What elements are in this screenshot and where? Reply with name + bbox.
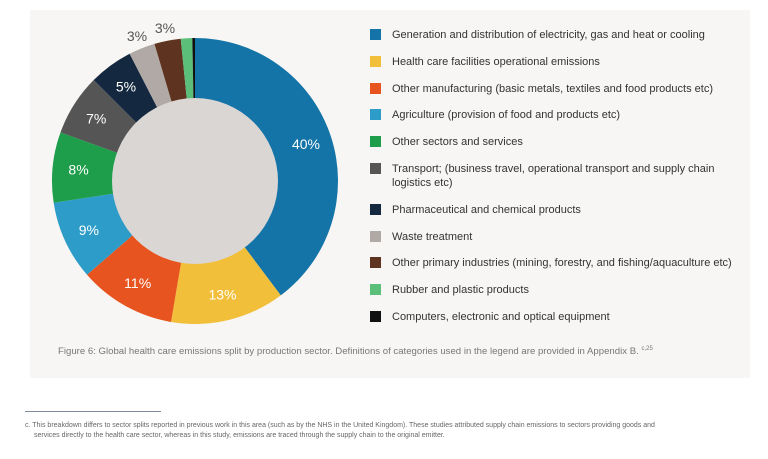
legend-label: Waste treatment [392, 230, 473, 243]
legend-label: Computers, electronic and optical equipm… [392, 310, 610, 323]
caption-ref: c,25 [641, 346, 653, 352]
legend-swatch [370, 230, 381, 242]
data-label-4: 8% [68, 162, 88, 178]
legend-item: Transport; (business travel, operational… [370, 162, 750, 190]
legend-label: Other sectors and services [392, 136, 523, 149]
legend-label: Rubber and plastic products [392, 284, 529, 297]
legend-item: Generation and distribution of electrici… [370, 28, 750, 42]
legend-item: Other sectors and services [370, 135, 750, 149]
donut-chart: 40% 13% 11% 9% 8% 7% 5% 3% 3% [51, 20, 338, 324]
legend-swatch [370, 29, 381, 40]
legend-label: Other primary industries (mining, forest… [392, 257, 732, 270]
legend-swatch [370, 109, 381, 121]
data-label-3: 9% [79, 222, 99, 238]
donut-hole [112, 98, 278, 264]
legend-swatch [370, 136, 381, 148]
data-label-5: 7% [86, 110, 106, 126]
legend-item: Waste treatment [370, 230, 750, 244]
legend-swatch [370, 162, 381, 174]
footnote: c. This breakdown differs to sector spli… [25, 422, 655, 439]
data-label-1: 13% [208, 287, 236, 303]
footnote-divider [25, 411, 161, 412]
data-label-2: 11% [124, 275, 151, 291]
legend-swatch [370, 284, 381, 296]
legend-label: Health care facilities operational emiss… [392, 55, 600, 68]
data-label-8: 3% [155, 20, 175, 36]
legend-item: Computers, electronic and optical equipm… [370, 310, 750, 324]
caption-text: Figure 6: Global health care emissions s… [58, 346, 639, 358]
legend-item: Other primary industries (mining, forest… [370, 256, 750, 270]
data-label-0: 40% [292, 136, 320, 152]
legend-swatch [370, 257, 381, 269]
legend-swatch [370, 55, 381, 67]
legend-item: Other manufacturing (basic metals, texti… [370, 82, 750, 96]
legend-label: Pharmaceutical and chemical products [392, 203, 581, 216]
legend-swatch [370, 203, 381, 215]
legend-swatch [370, 310, 381, 322]
legend: Generation and distribution of electrici… [370, 28, 750, 337]
figure-caption: Figure 6: Global health care emissions s… [58, 346, 653, 357]
data-label-7: 3% [127, 28, 147, 44]
legend-item: Agriculture (provision of food and produ… [370, 108, 750, 122]
legend-label: Other manufacturing (basic metals, texti… [392, 82, 713, 95]
data-label-6: 5% [116, 79, 136, 95]
legend-label: Agriculture (provision of food and produ… [392, 109, 621, 122]
legend-swatch [370, 82, 381, 94]
legend-label: Generation and distribution of electrici… [392, 29, 705, 41]
legend-item: Pharmaceutical and chemical products [370, 203, 750, 217]
legend-item: Rubber and plastic products [370, 283, 750, 297]
legend-item: Health care facilities operational emiss… [370, 55, 750, 69]
legend-label: Transport; (business travel, operational… [392, 162, 715, 189]
